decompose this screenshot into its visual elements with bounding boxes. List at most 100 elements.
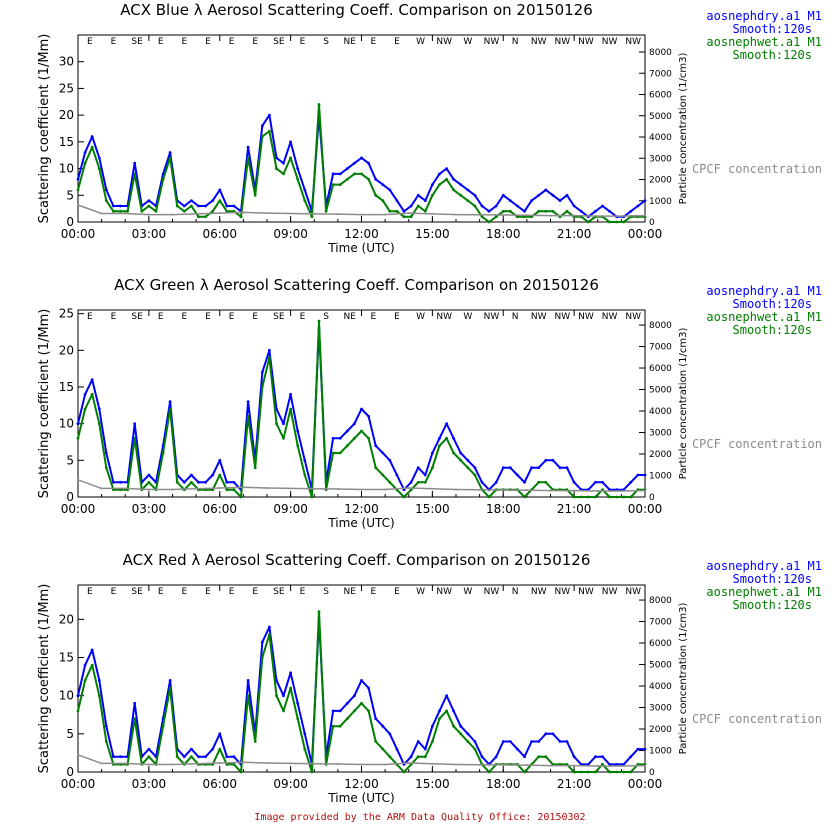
y-tick-label: 15 — [59, 651, 74, 665]
data-point — [232, 480, 236, 484]
y2-tick-label: 1000 — [649, 472, 672, 482]
series-line-2 — [77, 610, 645, 773]
data-point — [558, 740, 562, 743]
data-point — [77, 753, 79, 756]
data-point — [147, 763, 150, 766]
data-point — [551, 458, 555, 462]
data-point — [296, 167, 300, 171]
data-point — [147, 213, 150, 216]
data-point — [594, 495, 597, 499]
footer-credit: Image provided by the ARM Data Quality O… — [254, 812, 585, 823]
data-point — [161, 724, 165, 728]
data-point — [445, 177, 448, 181]
y-tick-label: 10 — [59, 689, 74, 703]
x-tick-label: 03:00 — [132, 502, 167, 516]
data-point — [266, 212, 268, 215]
data-point — [195, 212, 198, 215]
data-point — [90, 378, 94, 382]
legend-note-dry: Smooth:120s — [733, 22, 812, 36]
data-point — [473, 204, 477, 208]
wind-direction-label: NW — [578, 587, 594, 597]
data-point — [523, 215, 526, 219]
data-point — [608, 495, 611, 499]
data-point — [525, 764, 528, 767]
wind-direction-label: E — [300, 312, 306, 322]
data-point — [282, 694, 285, 698]
legend-entry-dry: aosnephdry.a1 M1 — [706, 559, 822, 573]
data-point — [232, 755, 236, 759]
data-point — [83, 161, 87, 165]
data-point — [239, 495, 243, 499]
data-point — [478, 488, 481, 491]
x-tick-label: 00:00 — [628, 502, 663, 516]
data-point — [544, 755, 548, 759]
data-point — [296, 444, 300, 448]
data-point — [502, 488, 505, 491]
data-point — [324, 209, 328, 213]
data-point — [253, 740, 257, 743]
wind-direction-label: W — [416, 312, 425, 322]
data-point — [190, 204, 193, 208]
y-tick-label: 10 — [59, 417, 74, 431]
data-point — [90, 663, 94, 667]
y-tick-label: 25 — [59, 81, 74, 95]
x-tick-label: 21:00 — [557, 502, 592, 516]
data-point — [416, 204, 420, 208]
data-point — [289, 156, 292, 160]
data-point — [402, 209, 406, 213]
y2-tick-label: 5000 — [649, 661, 672, 671]
data-point — [384, 488, 387, 491]
legend-note-wet: Smooth:120s — [733, 598, 812, 612]
y2-tick-label: 5000 — [649, 386, 672, 396]
x-tick-label: 18:00 — [486, 777, 521, 791]
x-tick-label: 21:00 — [557, 777, 592, 791]
data-point — [275, 167, 278, 171]
data-point — [303, 188, 307, 192]
data-point — [466, 732, 470, 736]
data-point — [338, 709, 342, 713]
data-point — [268, 348, 271, 352]
data-point — [466, 458, 470, 462]
wind-direction-label: E — [87, 312, 93, 322]
data-point — [175, 755, 179, 759]
y2-tick-label: 8000 — [649, 48, 672, 58]
x-tick-label: 12:00 — [344, 777, 379, 791]
data-point — [360, 488, 363, 491]
data-point — [459, 724, 463, 728]
data-point — [478, 763, 481, 766]
data-point — [407, 212, 410, 215]
data-point — [260, 640, 264, 644]
data-point — [147, 480, 151, 484]
data-point — [175, 204, 179, 208]
data-point — [409, 755, 413, 759]
data-point — [124, 212, 127, 215]
data-point — [242, 211, 245, 214]
x-tick-label: 06:00 — [202, 502, 237, 516]
wind-direction-label: NW — [436, 312, 452, 322]
data-point — [478, 213, 481, 216]
data-point — [388, 458, 392, 462]
wind-direction-label: NW — [436, 37, 452, 47]
data-point — [374, 740, 378, 743]
data-point — [594, 209, 597, 213]
y-tick-label: 15 — [59, 135, 74, 149]
data-point — [466, 199, 470, 203]
y-tick-label: 20 — [59, 108, 74, 122]
wind-direction-label: NW — [531, 312, 547, 322]
chart-title: ACX Blue λ Aerosol Scattering Coeff. Com… — [120, 1, 593, 19]
data-point — [537, 466, 541, 470]
data-point — [431, 451, 434, 455]
data-point — [218, 199, 222, 203]
data-point — [190, 755, 193, 759]
data-point — [367, 686, 370, 690]
wind-direction-label: E — [300, 37, 306, 47]
x-tick-label: 00:00 — [61, 777, 96, 791]
data-point — [90, 135, 94, 138]
data-point — [296, 717, 300, 720]
data-point — [171, 488, 174, 491]
data-point — [508, 199, 512, 203]
data-point — [409, 488, 413, 492]
data-point — [154, 209, 158, 213]
legend-entry-dry: aosnephdry.a1 M1 — [706, 9, 822, 23]
